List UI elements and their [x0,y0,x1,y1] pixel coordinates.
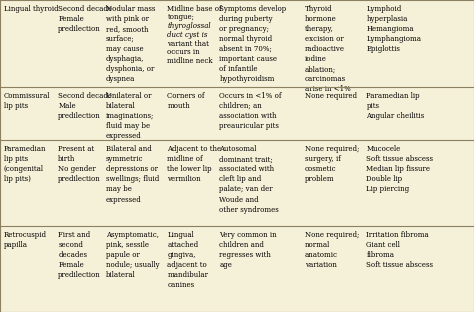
Text: Second decade
Male
predilection: Second decade Male predilection [58,92,112,120]
Text: Occurs in <1% of
children; an
association with
preauricular pits: Occurs in <1% of children; an associatio… [219,92,282,130]
Text: Paramedian lip
pits
Angular cheilitis: Paramedian lip pits Angular cheilitis [366,92,425,120]
Text: Present at
birth
No gender
predilection: Present at birth No gender predilection [58,145,101,183]
Text: Retrocuspid
papilla: Retrocuspid papilla [4,231,47,249]
Text: duct cyst is: duct cyst is [167,31,208,39]
Text: Corners of
mouth: Corners of mouth [167,92,205,110]
Text: thyroglossal: thyroglossal [167,22,211,30]
Text: Second decade
Female
predilection: Second decade Female predilection [58,5,112,33]
Text: Mucocele
Soft tissue abscess
Median lip fissure
Double lip
Lip piercing: Mucocele Soft tissue abscess Median lip … [366,145,433,193]
Text: Midline base of: Midline base of [167,5,222,13]
Text: Asymptomatic,
pink, sessile
papule or
nodule; usually
bilateral: Asymptomatic, pink, sessile papule or no… [106,231,159,279]
Text: First and
second
decades
Female
predilection: First and second decades Female predilec… [58,231,101,279]
Text: Adjacent to the
midline of
the lower lip
vermilion: Adjacent to the midline of the lower lip… [167,145,221,183]
Text: Autosomal
dominant trait;
associated with
cleft lip and
palate; van der
Woude an: Autosomal dominant trait; associated wit… [219,145,279,214]
Text: None required: None required [305,92,357,100]
Text: None required;
surgery, if
cosmetic
problem: None required; surgery, if cosmetic prob… [305,145,359,183]
Text: midline neck: midline neck [167,57,213,65]
Text: Bilateral and
symmetric
depressions or
swellings; fluid
may be
expressed: Bilateral and symmetric depressions or s… [106,145,159,203]
Text: Symptoms develop
during puberty
or pregnancy;
normal thyroid
absent in 70%;
impo: Symptoms develop during puberty or pregn… [219,5,287,83]
Text: Unilateral or
bilateral
imaginations;
fluid may be
expressed: Unilateral or bilateral imaginations; fl… [106,92,154,140]
Text: Commissural
lip pits: Commissural lip pits [4,92,50,110]
Text: None required;
normal
anatomic
variation: None required; normal anatomic variation [305,231,359,269]
Text: Irritation fibroma
Giant cell
fibroma
Soft tissue abscess: Irritation fibroma Giant cell fibroma So… [366,231,433,269]
Text: Paramedian
lip pits
(congenital
lip pits): Paramedian lip pits (congenital lip pits… [4,145,46,183]
Text: Lingual thyroid: Lingual thyroid [4,5,58,13]
Text: Lingual
attached
gingiva,
adjacent to
mandibular
canines: Lingual attached gingiva, adjacent to ma… [167,231,208,290]
Text: tongue;: tongue; [167,13,194,22]
Text: Nodular mass
with pink or
red, smooth
surface;
may cause
dysphagia,
dysphonia, o: Nodular mass with pink or red, smooth su… [106,5,155,83]
Text: Lymphoid
hyperplasia
Hemangioma
Lymphangioma
Epiglottis: Lymphoid hyperplasia Hemangioma Lymphang… [366,5,421,53]
Text: Very common in
children and
regresses with
age: Very common in children and regresses wi… [219,231,277,269]
Text: occurs in: occurs in [167,48,200,56]
Text: Thyroid
hormone
therapy,
excision or
radioactive
iodine
ablation;
carcinomas
ari: Thyroid hormone therapy, excision or rad… [305,5,351,94]
Text: variant that: variant that [167,40,209,48]
